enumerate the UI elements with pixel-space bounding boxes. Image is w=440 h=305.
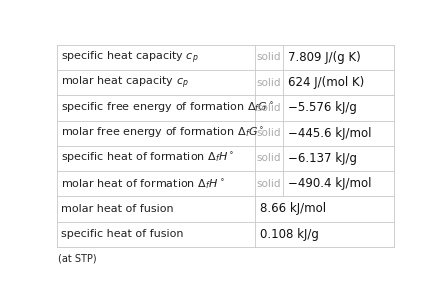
Text: $\mathrm{molar\ free\ energy\ of\ formation\ }\Delta_f G^\circ$: $\mathrm{molar\ free\ energy\ of\ format… bbox=[61, 126, 265, 140]
Text: $\mathrm{specific\ free\ energy\ of\ formation\ }\Delta_f G^\circ$: $\mathrm{specific\ free\ energy\ of\ for… bbox=[61, 101, 275, 115]
Text: 7.809 J/(g K): 7.809 J/(g K) bbox=[288, 51, 361, 64]
Text: −490.4 kJ/mol: −490.4 kJ/mol bbox=[288, 177, 371, 190]
Text: molar heat of fusion: molar heat of fusion bbox=[61, 204, 174, 214]
Text: 8.66 kJ/mol: 8.66 kJ/mol bbox=[260, 203, 326, 215]
Text: −445.6 kJ/mol: −445.6 kJ/mol bbox=[288, 127, 371, 140]
Text: (at STP): (at STP) bbox=[59, 253, 97, 264]
Text: solid: solid bbox=[257, 52, 281, 63]
Text: solid: solid bbox=[257, 78, 281, 88]
Text: −5.576 kJ/g: −5.576 kJ/g bbox=[288, 102, 357, 114]
Text: $\mathrm{molar\ heat\ of\ formation\ }\Delta_f H^\circ$: $\mathrm{molar\ heat\ of\ formation\ }\D… bbox=[61, 177, 225, 191]
Text: −6.137 kJ/g: −6.137 kJ/g bbox=[288, 152, 357, 165]
Text: 0.108 kJ/g: 0.108 kJ/g bbox=[260, 228, 319, 241]
Text: $\mathrm{molar\ heat\ capacity\ }c_p$: $\mathrm{molar\ heat\ capacity\ }c_p$ bbox=[61, 74, 189, 91]
Text: solid: solid bbox=[257, 128, 281, 138]
Text: solid: solid bbox=[257, 103, 281, 113]
Text: specific heat of fusion: specific heat of fusion bbox=[61, 229, 183, 239]
Text: solid: solid bbox=[257, 179, 281, 189]
Text: 624 J/(mol K): 624 J/(mol K) bbox=[288, 76, 364, 89]
Text: solid: solid bbox=[257, 153, 281, 163]
Text: $\mathrm{specific\ heat\ capacity\ }c_p$: $\mathrm{specific\ heat\ capacity\ }c_p$ bbox=[61, 49, 199, 66]
Text: $\mathrm{specific\ heat\ of\ formation\ }\Delta_f H^\circ$: $\mathrm{specific\ heat\ of\ formation\ … bbox=[61, 151, 235, 166]
